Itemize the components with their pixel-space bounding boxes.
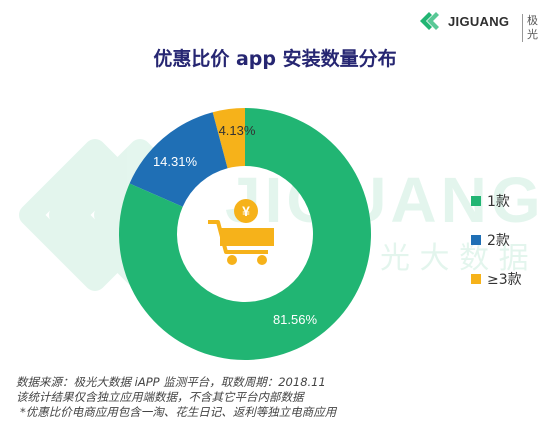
- footer-definition-note: *优惠比价电商应用包含一淘、花生日记、返利等独立电商应用: [20, 405, 337, 419]
- chart-title: 优惠比价 app 安装数量分布: [153, 48, 397, 70]
- data-label-2: 14.31%: [153, 154, 198, 169]
- legend-swatch-2: [471, 235, 481, 245]
- legend-label-1: 1款: [487, 194, 510, 210]
- footer-notes: 数据来源：极光大数据 iAPP 监测平台，取数周期：2018.11 该统计结果仅…: [16, 375, 336, 420]
- legend-item-2: 2款: [471, 227, 522, 253]
- brand-name: JIGUANG: [448, 14, 510, 29]
- data-label-1: 81.56%: [273, 312, 318, 327]
- slice-1-kuan: [119, 108, 371, 360]
- footer-scope-note: 该统计结果仅含独立应用端数据，不含其它平台内部数据: [16, 390, 304, 404]
- footer-source: 数据来源：极光大数据 iAPP 监测平台，取数周期：2018.11: [16, 375, 326, 389]
- slice-3plus-kuan: [212, 108, 245, 169]
- legend-swatch-3: [471, 274, 481, 284]
- slice-2-kuan: [129, 112, 228, 207]
- chart-legend: 1款 2款 ≥3款: [471, 188, 522, 305]
- legend-item-1: 1款: [471, 188, 522, 214]
- shopping-cart-yen-icon: ¥: [208, 199, 274, 265]
- jiguang-logo-icon: [420, 12, 439, 30]
- legend-swatch-1: [471, 196, 481, 206]
- legend-label-2: 2款: [487, 233, 510, 249]
- brand-name-cn: 极光: [522, 14, 546, 42]
- svg-text:¥: ¥: [242, 203, 250, 219]
- brand-logo: JIGUANG 极光: [418, 8, 546, 42]
- legend-item-3: ≥3款: [471, 266, 522, 292]
- legend-label-3: ≥3款: [487, 272, 522, 288]
- data-label-3: 4.13%: [219, 123, 256, 138]
